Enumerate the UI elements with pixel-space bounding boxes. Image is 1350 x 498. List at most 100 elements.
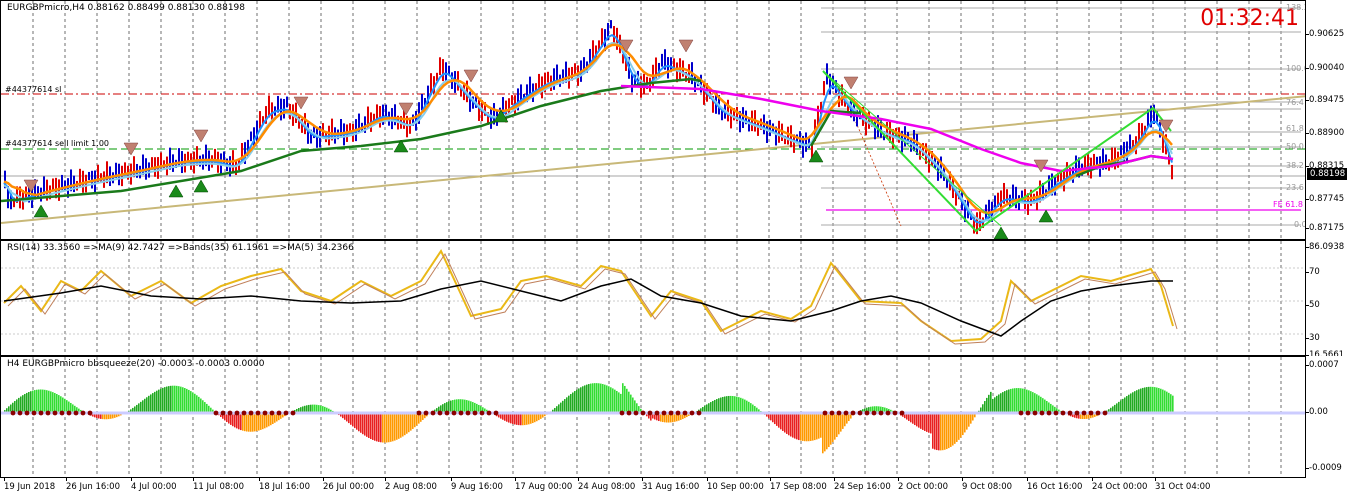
bbsqueeze-indicator-pane[interactable]: H4 EURGBPmicro bbsqueeze(20) -0.0003 -0.… [0, 356, 1306, 478]
squeeze-bar [1142, 387, 1144, 413]
long-ma-line [809, 109, 862, 147]
sell-signal-arrow [23, 179, 39, 193]
squeeze-bar [744, 399, 746, 413]
squeeze-bar [1086, 413, 1088, 419]
squeeze-bar [824, 413, 826, 452]
candle [847, 103, 849, 116]
candle [946, 177, 948, 188]
squeeze-bar [684, 413, 686, 419]
squeeze-bar [516, 413, 518, 425]
squeeze-bar [366, 413, 368, 437]
squeeze-dot [850, 410, 856, 416]
candle [493, 103, 495, 125]
squeeze-bar [634, 400, 636, 413]
fib-level-label: 50.0 [1286, 142, 1304, 151]
candle [331, 118, 333, 141]
time-label: 24 Sep 16:00 [834, 478, 891, 492]
squeeze-bar [604, 384, 606, 413]
squeeze-bar [1054, 406, 1056, 413]
candle [406, 115, 408, 138]
squeeze-bar [16, 399, 18, 413]
time-label: 31 Aug 16:00 [642, 478, 700, 492]
rsi-indicator-pane[interactable]: RSI(14) 33.3560 =>MA(9) 42.7427 =>Bands(… [0, 240, 1306, 356]
time-label: 26 Jun 16:00 [66, 478, 120, 492]
candle [448, 65, 450, 76]
squeeze-bar [98, 413, 100, 419]
sell-signal-arrow [678, 39, 694, 53]
squeeze-bar [38, 389, 40, 413]
candle [631, 72, 633, 93]
candle [748, 118, 750, 132]
squeeze-bar [736, 396, 738, 413]
candle [376, 104, 378, 120]
candle [151, 157, 153, 169]
buy-signal-arrow [808, 149, 824, 163]
squeeze-bar [350, 413, 352, 425]
candle [889, 121, 891, 143]
squeeze-bar [738, 397, 740, 413]
candle [658, 62, 660, 77]
squeeze-bar [544, 413, 546, 417]
candle [1021, 190, 1023, 203]
squeeze-bar [832, 413, 834, 443]
squeeze-dot [1032, 410, 1038, 416]
candle [1120, 145, 1122, 156]
squeeze-bar [238, 413, 240, 430]
candle [997, 192, 999, 208]
candle [277, 95, 279, 113]
bbsqueeze-axis[interactable]: 0.0007 0.00 -0.0009 [1306, 356, 1350, 478]
candle [244, 142, 246, 164]
squeeze-bar [962, 413, 964, 436]
time-label: 31 Oct 04:00 [1155, 478, 1211, 492]
candle [466, 80, 468, 103]
squeeze-bar [306, 405, 308, 413]
squeeze-dot [66, 410, 72, 416]
candle [265, 106, 267, 124]
candle [544, 72, 546, 93]
squeeze-bar [1156, 387, 1158, 413]
squeeze-bar [272, 413, 274, 424]
time-axis[interactable]: 19 Jun 2018 26 Jun 16:00 4 Jul 00:00 11 Jul… [0, 478, 1306, 498]
squeeze-bar [946, 413, 948, 450]
squeeze-bar [36, 389, 38, 413]
candle [1150, 105, 1152, 128]
candle [52, 178, 54, 191]
squeeze-bar [790, 413, 792, 437]
squeeze-bar [484, 408, 486, 413]
squeeze-bar [664, 413, 666, 423]
squeeze-bar [1134, 391, 1136, 413]
squeeze-bar [846, 413, 848, 424]
squeeze-bar [584, 385, 586, 413]
squeeze-bar [244, 413, 246, 432]
squeeze-bar [276, 413, 278, 422]
candle [1144, 125, 1146, 135]
squeeze-bar [204, 402, 206, 413]
candle [418, 102, 420, 124]
squeeze-bar [78, 408, 80, 413]
rsi-axis[interactable]: 86.0938 70 50 30 16.5661 [1305, 240, 1350, 360]
candle [412, 114, 414, 126]
squeeze-bar [712, 400, 714, 413]
squeeze-bar [988, 394, 990, 413]
time-label: 9 Oct 08:00 [962, 478, 1013, 492]
squeeze-bar [186, 388, 188, 413]
squeeze-bar [402, 413, 404, 437]
squeeze-bar [192, 392, 194, 413]
squeeze-bar [1130, 393, 1132, 413]
candle [214, 148, 216, 163]
squeeze-bar [196, 395, 198, 413]
squeeze-bar [354, 413, 356, 429]
squeeze-bar [508, 413, 510, 423]
squeeze-bar [580, 387, 582, 413]
squeeze-bar [828, 413, 830, 448]
squeeze-bar [800, 413, 802, 441]
squeeze-bar [80, 409, 82, 413]
stop-loss-label: #44377614 sl [5, 85, 62, 94]
candle [721, 109, 723, 121]
price-chart-pane[interactable]: EURGBPmicro,H4 0.88162 0.88499 0.88130 0… [0, 0, 1306, 240]
candle [1051, 173, 1053, 196]
squeeze-bar [628, 391, 630, 413]
candle [385, 104, 387, 117]
squeeze-bar [424, 413, 426, 419]
price-axis[interactable]: 0.90625 0.90040 0.89475 0.88900 0.88315 0.877… [1305, 0, 1350, 240]
